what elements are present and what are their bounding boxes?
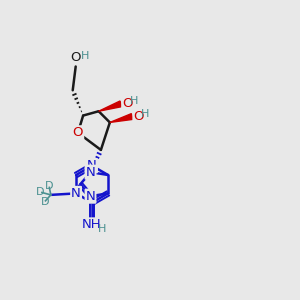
Text: D: D bbox=[36, 187, 45, 197]
Text: D: D bbox=[40, 197, 49, 207]
Text: H: H bbox=[130, 96, 138, 106]
Polygon shape bbox=[110, 114, 133, 122]
Text: N: N bbox=[85, 190, 95, 203]
Text: N: N bbox=[71, 187, 81, 200]
Text: O: O bbox=[70, 51, 81, 64]
Text: NH: NH bbox=[82, 218, 102, 231]
Text: O: O bbox=[133, 110, 143, 123]
Text: H: H bbox=[98, 224, 106, 234]
Text: H: H bbox=[141, 109, 149, 118]
Text: O: O bbox=[73, 126, 83, 139]
Text: O: O bbox=[122, 97, 132, 110]
Polygon shape bbox=[99, 101, 122, 111]
Text: H: H bbox=[81, 51, 89, 61]
Text: N: N bbox=[87, 159, 97, 172]
Text: N: N bbox=[85, 166, 95, 179]
Text: D: D bbox=[45, 181, 54, 191]
